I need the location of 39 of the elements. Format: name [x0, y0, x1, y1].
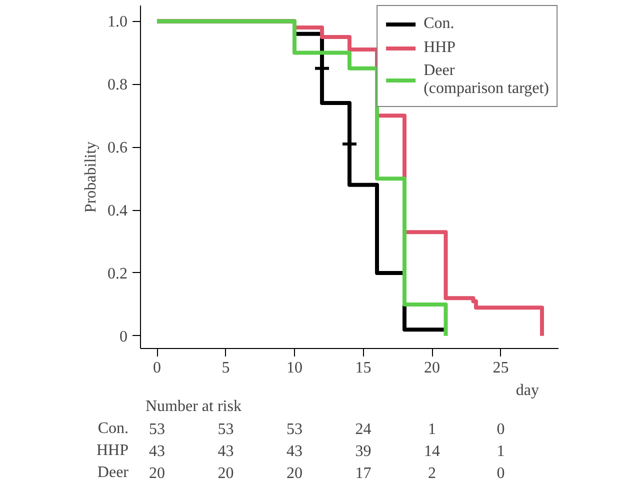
- text: 14: [424, 443, 440, 460]
- text: 1: [428, 421, 436, 438]
- x-tick-label: 0: [153, 360, 161, 376]
- x-tick-label: 15: [355, 360, 372, 376]
- text: 20: [286, 465, 302, 482]
- x-tick-label: 20: [424, 360, 440, 376]
- text: 0: [496, 421, 505, 438]
- text: 53: [286, 421, 302, 438]
- legend-label: HHP: [424, 39, 456, 57]
- text: 53: [218, 421, 234, 438]
- text: 20: [218, 465, 234, 482]
- y-tick-label: 0.2: [108, 265, 128, 282]
- y-tick-label: 0.8: [108, 76, 128, 94]
- x-axis-title: day: [516, 382, 539, 399]
- text: 2: [428, 465, 436, 482]
- legend-label: Con.: [424, 15, 454, 33]
- y-tick-label: 0.4: [108, 202, 128, 220]
- text: 43: [149, 443, 165, 460]
- text: Number at risk: [146, 398, 242, 415]
- x-tick-label: 10: [286, 360, 302, 376]
- text: 43: [286, 443, 302, 460]
- text: 43: [218, 443, 234, 460]
- text: Con.: [98, 420, 128, 437]
- x-tick-label: 5: [222, 360, 230, 376]
- text: 53: [149, 421, 165, 438]
- text: 24: [355, 421, 372, 438]
- text: HHP: [96, 442, 129, 459]
- y-tick-label: 0.6: [108, 140, 128, 157]
- text: 39: [355, 443, 372, 460]
- y-axis-title: Probability: [82, 141, 100, 213]
- text: 1: [496, 443, 505, 460]
- text: Deer: [97, 464, 130, 481]
- y-tick-label: 0: [120, 328, 128, 346]
- text: 20: [149, 465, 165, 482]
- text: 17: [355, 465, 372, 482]
- y-tick-label: 1.0: [108, 14, 128, 31]
- legend-label: Deer (comparison target): [424, 62, 549, 98]
- x-tick-label: 25: [492, 360, 509, 376]
- text: 0: [496, 465, 505, 482]
